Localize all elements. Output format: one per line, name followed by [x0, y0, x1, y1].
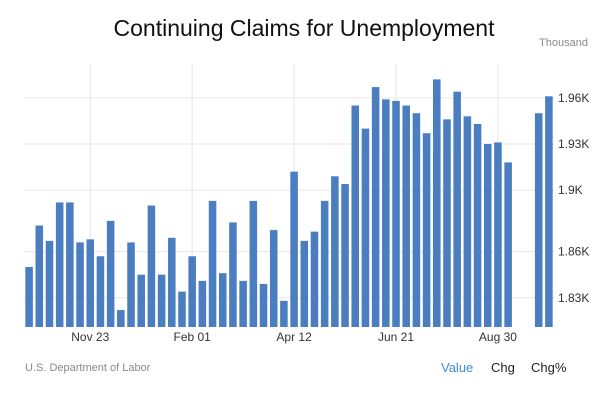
bar[interactable]: [473, 123, 482, 327]
bar[interactable]: [208, 200, 217, 327]
bar[interactable]: [402, 105, 410, 328]
bar[interactable]: [198, 280, 207, 327]
x-tick-label: Apr 12: [276, 330, 312, 344]
y-tick-label: 1.86K: [558, 245, 589, 259]
bar[interactable]: [534, 113, 543, 328]
bar[interactable]: [76, 242, 84, 327]
bar[interactable]: [269, 230, 278, 327]
bar[interactable]: [310, 231, 319, 327]
y-tick-label: 1.93K: [558, 137, 589, 151]
y-tick-label: 1.96K: [558, 91, 589, 105]
x-tick-label: Nov 23: [71, 330, 109, 344]
x-tick-label: Aug 30: [479, 330, 517, 344]
y-tick-label: 1.9K: [558, 183, 583, 197]
bar[interactable]: [371, 87, 380, 327]
bar[interactable]: [137, 274, 145, 327]
bar[interactable]: [25, 267, 33, 327]
bar[interactable]: [35, 225, 44, 327]
tab-chg-percent[interactable]: Chg%: [531, 360, 567, 375]
bar[interactable]: [504, 162, 512, 327]
bar[interactable]: [382, 99, 390, 327]
bar[interactable]: [280, 300, 288, 327]
bar[interactable]: [412, 113, 421, 328]
bar[interactable]: [290, 171, 298, 327]
bar[interactable]: [147, 205, 156, 327]
chart-title: Continuing Claims for Unemployment: [113, 15, 495, 41]
bar[interactable]: [96, 256, 105, 327]
bar-series: [25, 79, 553, 328]
bar[interactable]: [66, 202, 74, 327]
bar[interactable]: [178, 291, 186, 327]
bar[interactable]: [117, 310, 125, 327]
bar[interactable]: [218, 273, 227, 327]
bar[interactable]: [483, 143, 492, 327]
bar[interactable]: [168, 237, 176, 327]
bar[interactable]: [422, 133, 431, 327]
bar[interactable]: [55, 202, 64, 327]
bar[interactable]: [433, 79, 441, 327]
tab-value[interactable]: Value: [441, 360, 474, 375]
bar[interactable]: [392, 100, 400, 327]
bar[interactable]: [86, 239, 95, 327]
bar[interactable]: [443, 119, 451, 327]
bar[interactable]: [106, 220, 115, 327]
bar[interactable]: [361, 128, 370, 327]
bar[interactable]: [239, 280, 247, 327]
bar[interactable]: [249, 200, 258, 327]
bar[interactable]: [127, 242, 135, 327]
bar[interactable]: [351, 105, 360, 328]
bar[interactable]: [331, 176, 339, 327]
bar[interactable]: [300, 240, 309, 327]
bar[interactable]: [188, 256, 196, 327]
x-tick-label: Jun 21: [378, 330, 414, 344]
bar[interactable]: [494, 142, 502, 327]
bar[interactable]: [453, 91, 461, 328]
bar[interactable]: [45, 240, 54, 327]
tab-chg[interactable]: Chg: [491, 360, 515, 375]
y-tick-label: 1.83K: [558, 291, 589, 305]
bar[interactable]: [229, 222, 237, 327]
bar[interactable]: [157, 274, 166, 327]
bar[interactable]: [463, 116, 472, 328]
x-tick-label: Feb 01: [173, 330, 211, 344]
y-axis-ticks: 1.83K 1.86K 1.9K 1.93K 1.96K: [558, 91, 589, 305]
source-label: U.S. Department of Labor: [25, 362, 151, 374]
x-axis-ticks: Nov 23 Feb 01 Apr 12 Jun 21 Aug 30: [71, 330, 517, 344]
bar[interactable]: [545, 96, 553, 327]
unit-label: Thousand: [539, 37, 588, 49]
bar[interactable]: [259, 283, 268, 327]
bar[interactable]: [341, 183, 349, 327]
bar[interactable]: [320, 200, 329, 327]
